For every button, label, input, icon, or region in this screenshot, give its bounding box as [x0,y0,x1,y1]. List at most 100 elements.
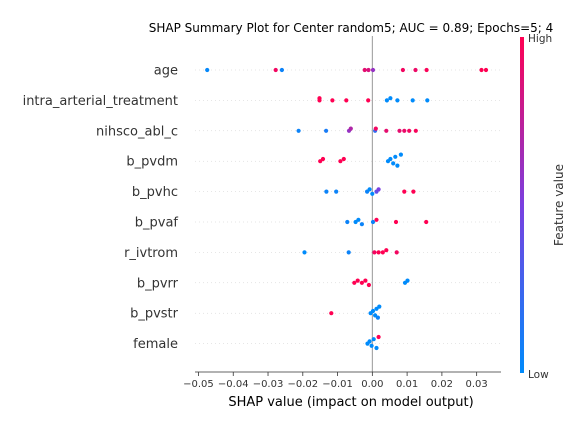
point-b_pvdm-1 [320,156,326,162]
point-female-2 [369,343,374,348]
feature-label-female: female [133,337,178,352]
feature-label-b_pvaf: b_pvaf [135,216,179,231]
point-intra_arterial_treatment-3 [344,98,349,103]
point-r_ivtrom-3 [376,250,381,255]
feature-rows: age intra_arterial_treatment nihsco_abl_cb… [23,64,501,352]
point-nihsco_abl_c-0 [296,128,301,133]
x-tick-label-6: 0.01 [396,379,418,390]
feature-label-r_ivtrom: r_ivtrom [124,246,178,261]
x-tick-label-0: −0.05 [183,379,214,390]
point-b_pvdm-5 [388,156,393,162]
x-tick-label-8: 0.03 [466,379,488,390]
point-b_pvhc-0 [324,189,329,194]
point-intra_arterial_treatment-6 [388,96,393,101]
x-axis-ticks: −0.05 −0.04 −0.03 −0.02 −0.01 0.00 0.01 0.02 0.0… [183,372,488,390]
point-age-3 [362,67,367,73]
point-r_ivtrom-2 [372,250,377,255]
point-b_pvaf-5 [374,217,379,222]
colorbar: High Low Feature value [520,33,566,381]
feature-label-nihsco_abl_c: nihsco_abl_c [96,124,178,139]
x-tick-label-5: 0.00 [361,379,383,390]
point-b_pvrr-0 [352,280,357,285]
colorbar-high-label: High [528,33,552,45]
point-b_pvaf-3 [359,222,364,227]
feature-label-b_pvhc: b_pvhc [132,185,178,200]
point-nihsco_abl_c-8 [402,128,407,133]
point-b_pvrr-6 [405,278,410,283]
point-intra_arterial_treatment-2 [330,98,335,103]
x-tick-label-7: 0.02 [431,379,453,390]
colorbar-low-label: Low [528,369,549,381]
point-b_pvdm-7 [393,154,398,159]
point-b_pvhc-1 [334,189,339,194]
point-b_pvdm-3 [341,156,346,162]
point-b_pvstr-0 [329,311,334,316]
point-b_pvdm-6 [391,161,396,166]
point-intra_arterial_treatment-1 [317,96,322,101]
point-b_pvrr-4 [366,282,371,288]
point-b_pvhc-8 [411,189,416,194]
point-intra_arterial_treatment-5 [384,98,389,103]
chart-title: SHAP Summary Plot for Center random5; AU… [149,21,554,35]
point-age-2 [279,67,284,73]
point-age-8 [424,67,429,73]
point-b_pvaf-4 [370,219,376,225]
scatter-points [205,67,489,351]
point-age-5 [370,67,376,73]
point-age-0 [205,67,210,73]
point-b_pvhc-4 [370,191,375,196]
x-axis-label: SHAP value (impact on model output) [228,395,473,410]
point-b_pvrr-2 [359,280,364,285]
x-tick-label-3: −0.02 [287,379,318,390]
point-r_ivtrom-6 [394,250,399,255]
point-r_ivtrom-1 [346,250,351,255]
point-b_pvstr-6 [377,304,382,309]
point-nihsco_abl_c-10 [413,128,418,133]
point-age-4 [366,67,371,73]
point-b_pvstr-2 [370,308,376,314]
point-nihsco_abl_c-6 [384,128,389,133]
point-b_pvaf-6 [393,219,399,225]
point-age-10 [483,67,489,73]
point-b_pvaf-7 [424,219,429,225]
point-age-1 [273,67,278,73]
point-b_pvaf-0 [345,219,350,225]
point-b_pvrr-1 [355,278,360,283]
x-tick-label-2: −0.03 [253,379,284,390]
point-r_ivtrom-4 [380,250,385,255]
point-female-5 [376,334,381,340]
point-age-6 [400,67,405,73]
point-b_pvrr-3 [363,278,368,283]
point-female-4 [374,345,379,351]
x-tick-label-1: −0.04 [218,379,249,390]
point-b_pvdm-2 [338,159,343,164]
feature-label-intra_arterial_treatment: intra_arterial_treatment [23,94,178,109]
point-female-1 [367,339,372,344]
colorbar-gradient [520,37,524,373]
point-intra_arterial_treatment-8 [410,98,415,103]
point-b_pvdm-9 [398,152,403,157]
feature-label-age: age [154,64,178,79]
feature-label-b_pvrr: b_pvrr [137,276,179,291]
point-age-7 [413,67,418,73]
x-tick-label-4: −0.01 [322,379,353,390]
point-intra_arterial_treatment-7 [395,98,400,103]
point-nihsco_abl_c-9 [407,128,412,133]
feature-label-b_pvdm: b_pvdm [126,155,178,170]
point-b_pvstr-5 [375,315,380,320]
point-r_ivtrom-5 [384,248,389,253]
point-intra_arterial_treatment-4 [366,98,371,103]
point-nihsco_abl_c-5 [373,126,378,131]
point-b_pvdm-8 [395,163,400,168]
point-age-9 [479,67,484,73]
point-female-3 [371,337,376,342]
point-b_pvaf-2 [356,217,361,222]
colorbar-title: Feature value [552,164,566,246]
point-r_ivtrom-0 [302,250,307,255]
point-nihsco_abl_c-1 [324,128,329,133]
point-nihsco_abl_c-3 [348,126,353,131]
point-intra_arterial_treatment-9 [425,98,430,103]
point-b_pvhc-6 [376,187,381,192]
point-b_pvhc-7 [402,189,407,194]
